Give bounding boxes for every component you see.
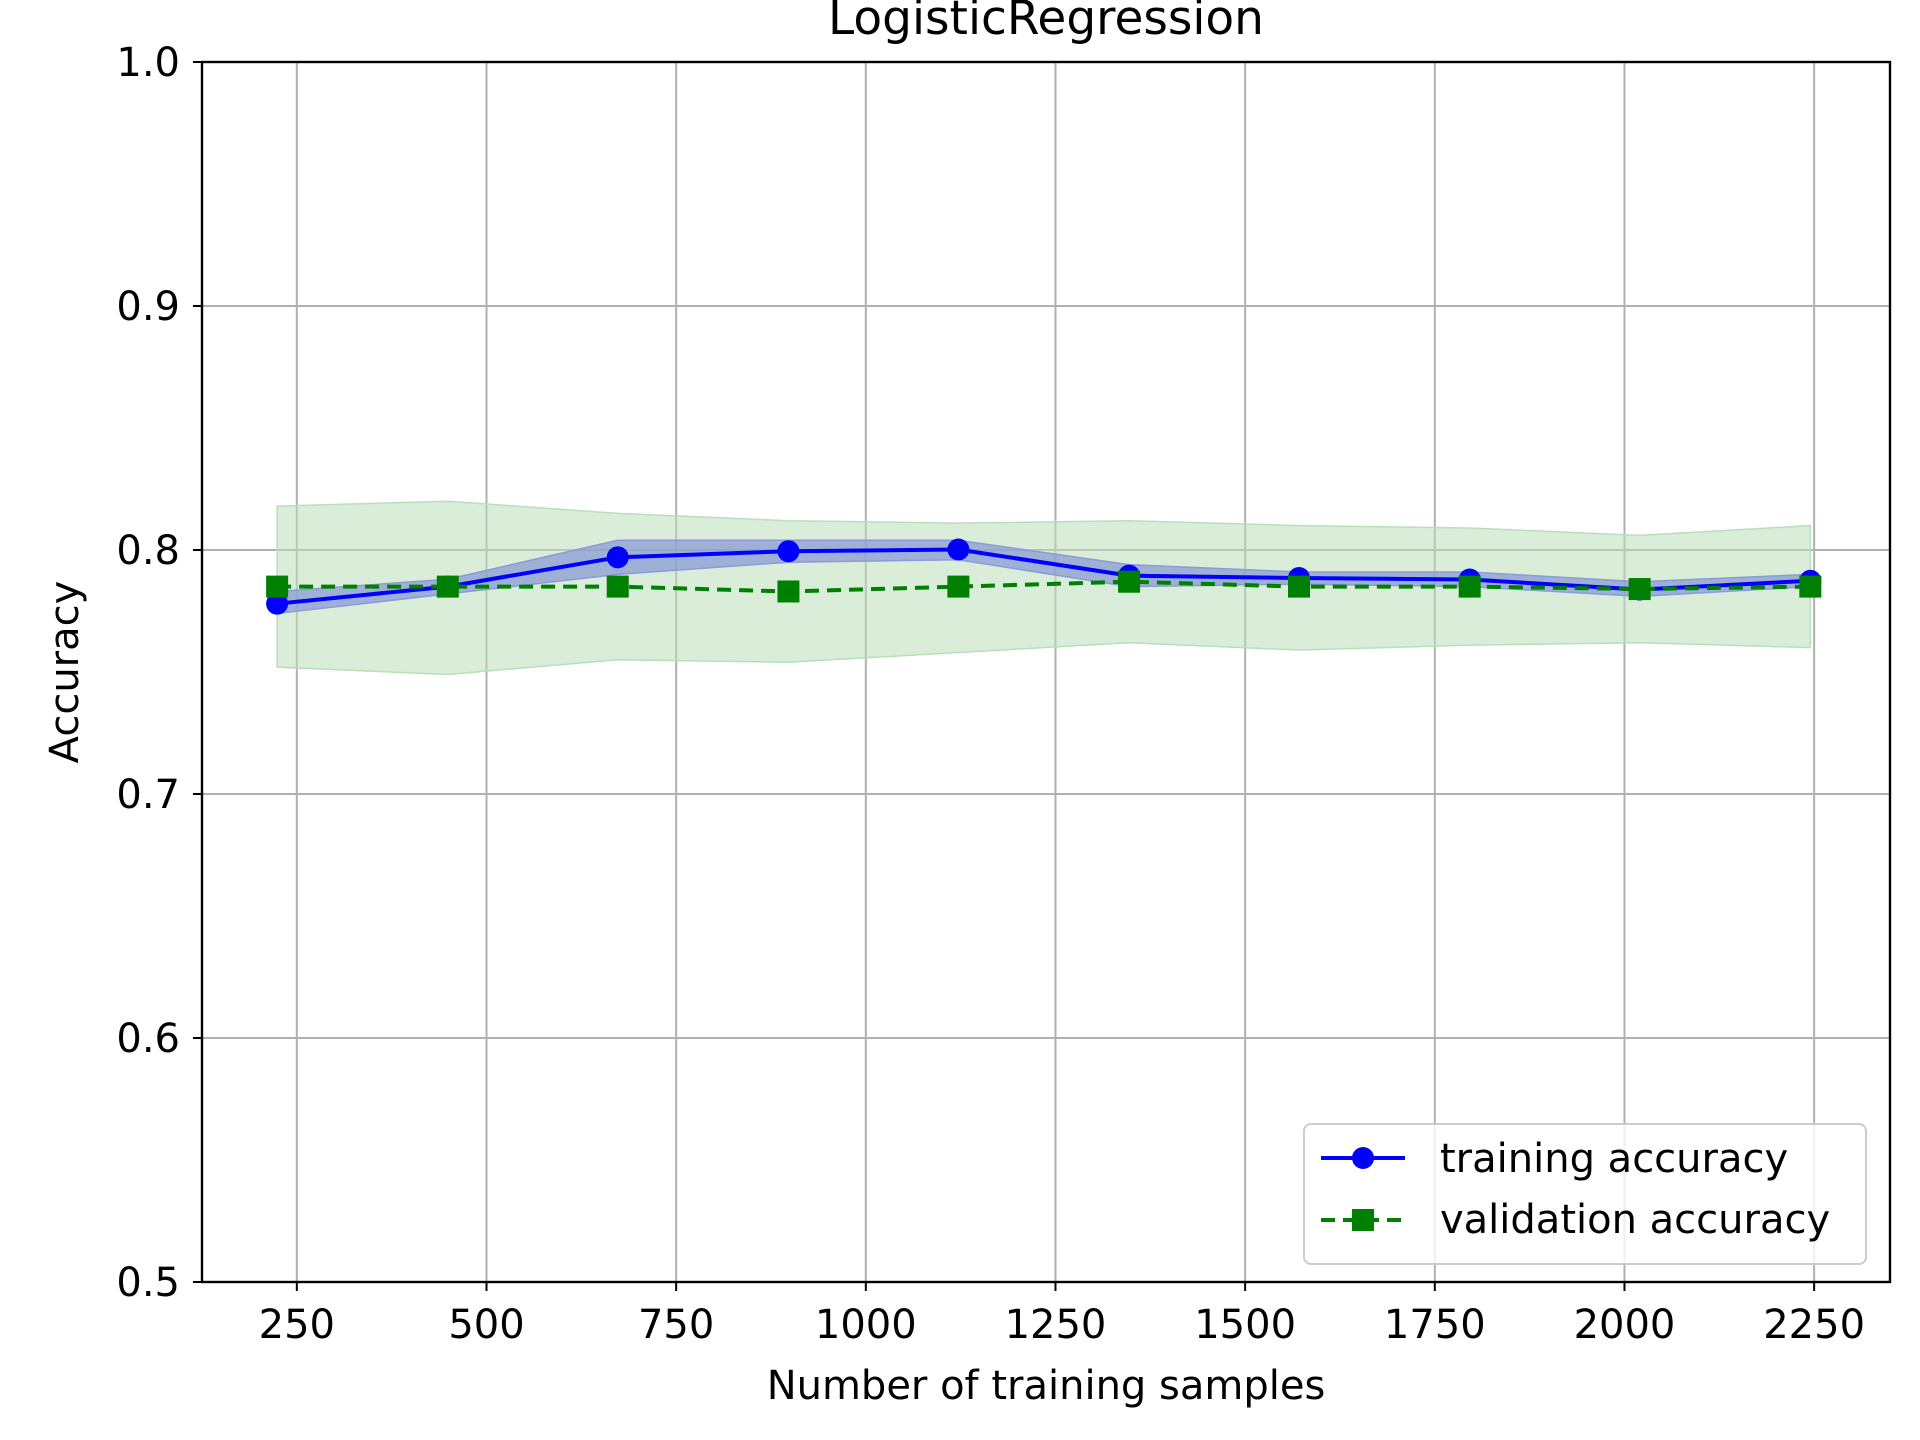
legend: training accuracy validation accuracy [1303, 1123, 1867, 1265]
x-tick-label: 750 [638, 1302, 714, 1348]
validation-accuracy-point [1118, 570, 1141, 593]
y-tick-label: 1.0 [116, 40, 180, 86]
x-axis-ticks: 250 500 750 1000 1250 1500 1750 2000 2250 [259, 1282, 1865, 1348]
validation-accuracy-point [1458, 575, 1481, 598]
legend-validation-label: validation accuracy [1440, 1197, 1830, 1243]
chart-title: LogisticRegression [828, 0, 1264, 46]
legend-box [1303, 1123, 1867, 1265]
x-tick-label: 2000 [1574, 1302, 1676, 1348]
validation-accuracy-line [277, 579, 1811, 594]
y-tick-label: 0.9 [116, 284, 180, 330]
legend-training-label: training accuracy [1440, 1136, 1788, 1182]
legend-validation-marker [1352, 1209, 1374, 1231]
y-tick-label: 0.7 [116, 772, 180, 818]
validation-accuracy-point [1288, 575, 1311, 598]
validation-accuracy-point [1628, 578, 1651, 601]
x-tick-label: 1500 [1194, 1302, 1296, 1348]
y-axis-label: Accuracy [42, 581, 88, 764]
y-axis-ticks: 0.5 0.6 0.7 0.8 0.9 1.0 [116, 40, 202, 1306]
validation-accuracy-point [606, 575, 629, 598]
legend-training-marker [1352, 1147, 1374, 1169]
plot-frame [200, 60, 1892, 1284]
validation-accuracy-point [266, 575, 289, 598]
y-tick-label: 0.8 [116, 528, 180, 574]
x-tick-label: 1000 [815, 1302, 917, 1348]
training-accuracy-point [266, 592, 289, 615]
series-markers [266, 538, 1822, 615]
x-tick-label: 500 [448, 1302, 524, 1348]
training-accuracy-point [606, 546, 629, 569]
validation-accuracy-point [1799, 575, 1822, 598]
validation-accuracy-point [777, 580, 800, 603]
x-tick-label: 250 [259, 1302, 335, 1348]
training-accuracy-point [947, 538, 970, 561]
training-accuracy-point [777, 540, 800, 563]
x-axis-label: Number of training samples [767, 1363, 1326, 1409]
y-tick-label: 0.6 [116, 1016, 180, 1062]
training-accuracy-line [276, 547, 1811, 606]
x-tick-label: 1750 [1384, 1302, 1486, 1348]
series-lines [276, 547, 1811, 606]
y-tick-label: 0.5 [116, 1260, 180, 1306]
x-tick-label: 1250 [1005, 1302, 1107, 1348]
validation-accuracy-point [436, 575, 459, 598]
confidence-bands [276, 500, 1812, 676]
validation-accuracy-point [947, 575, 970, 598]
x-tick-label: 2250 [1763, 1302, 1865, 1348]
